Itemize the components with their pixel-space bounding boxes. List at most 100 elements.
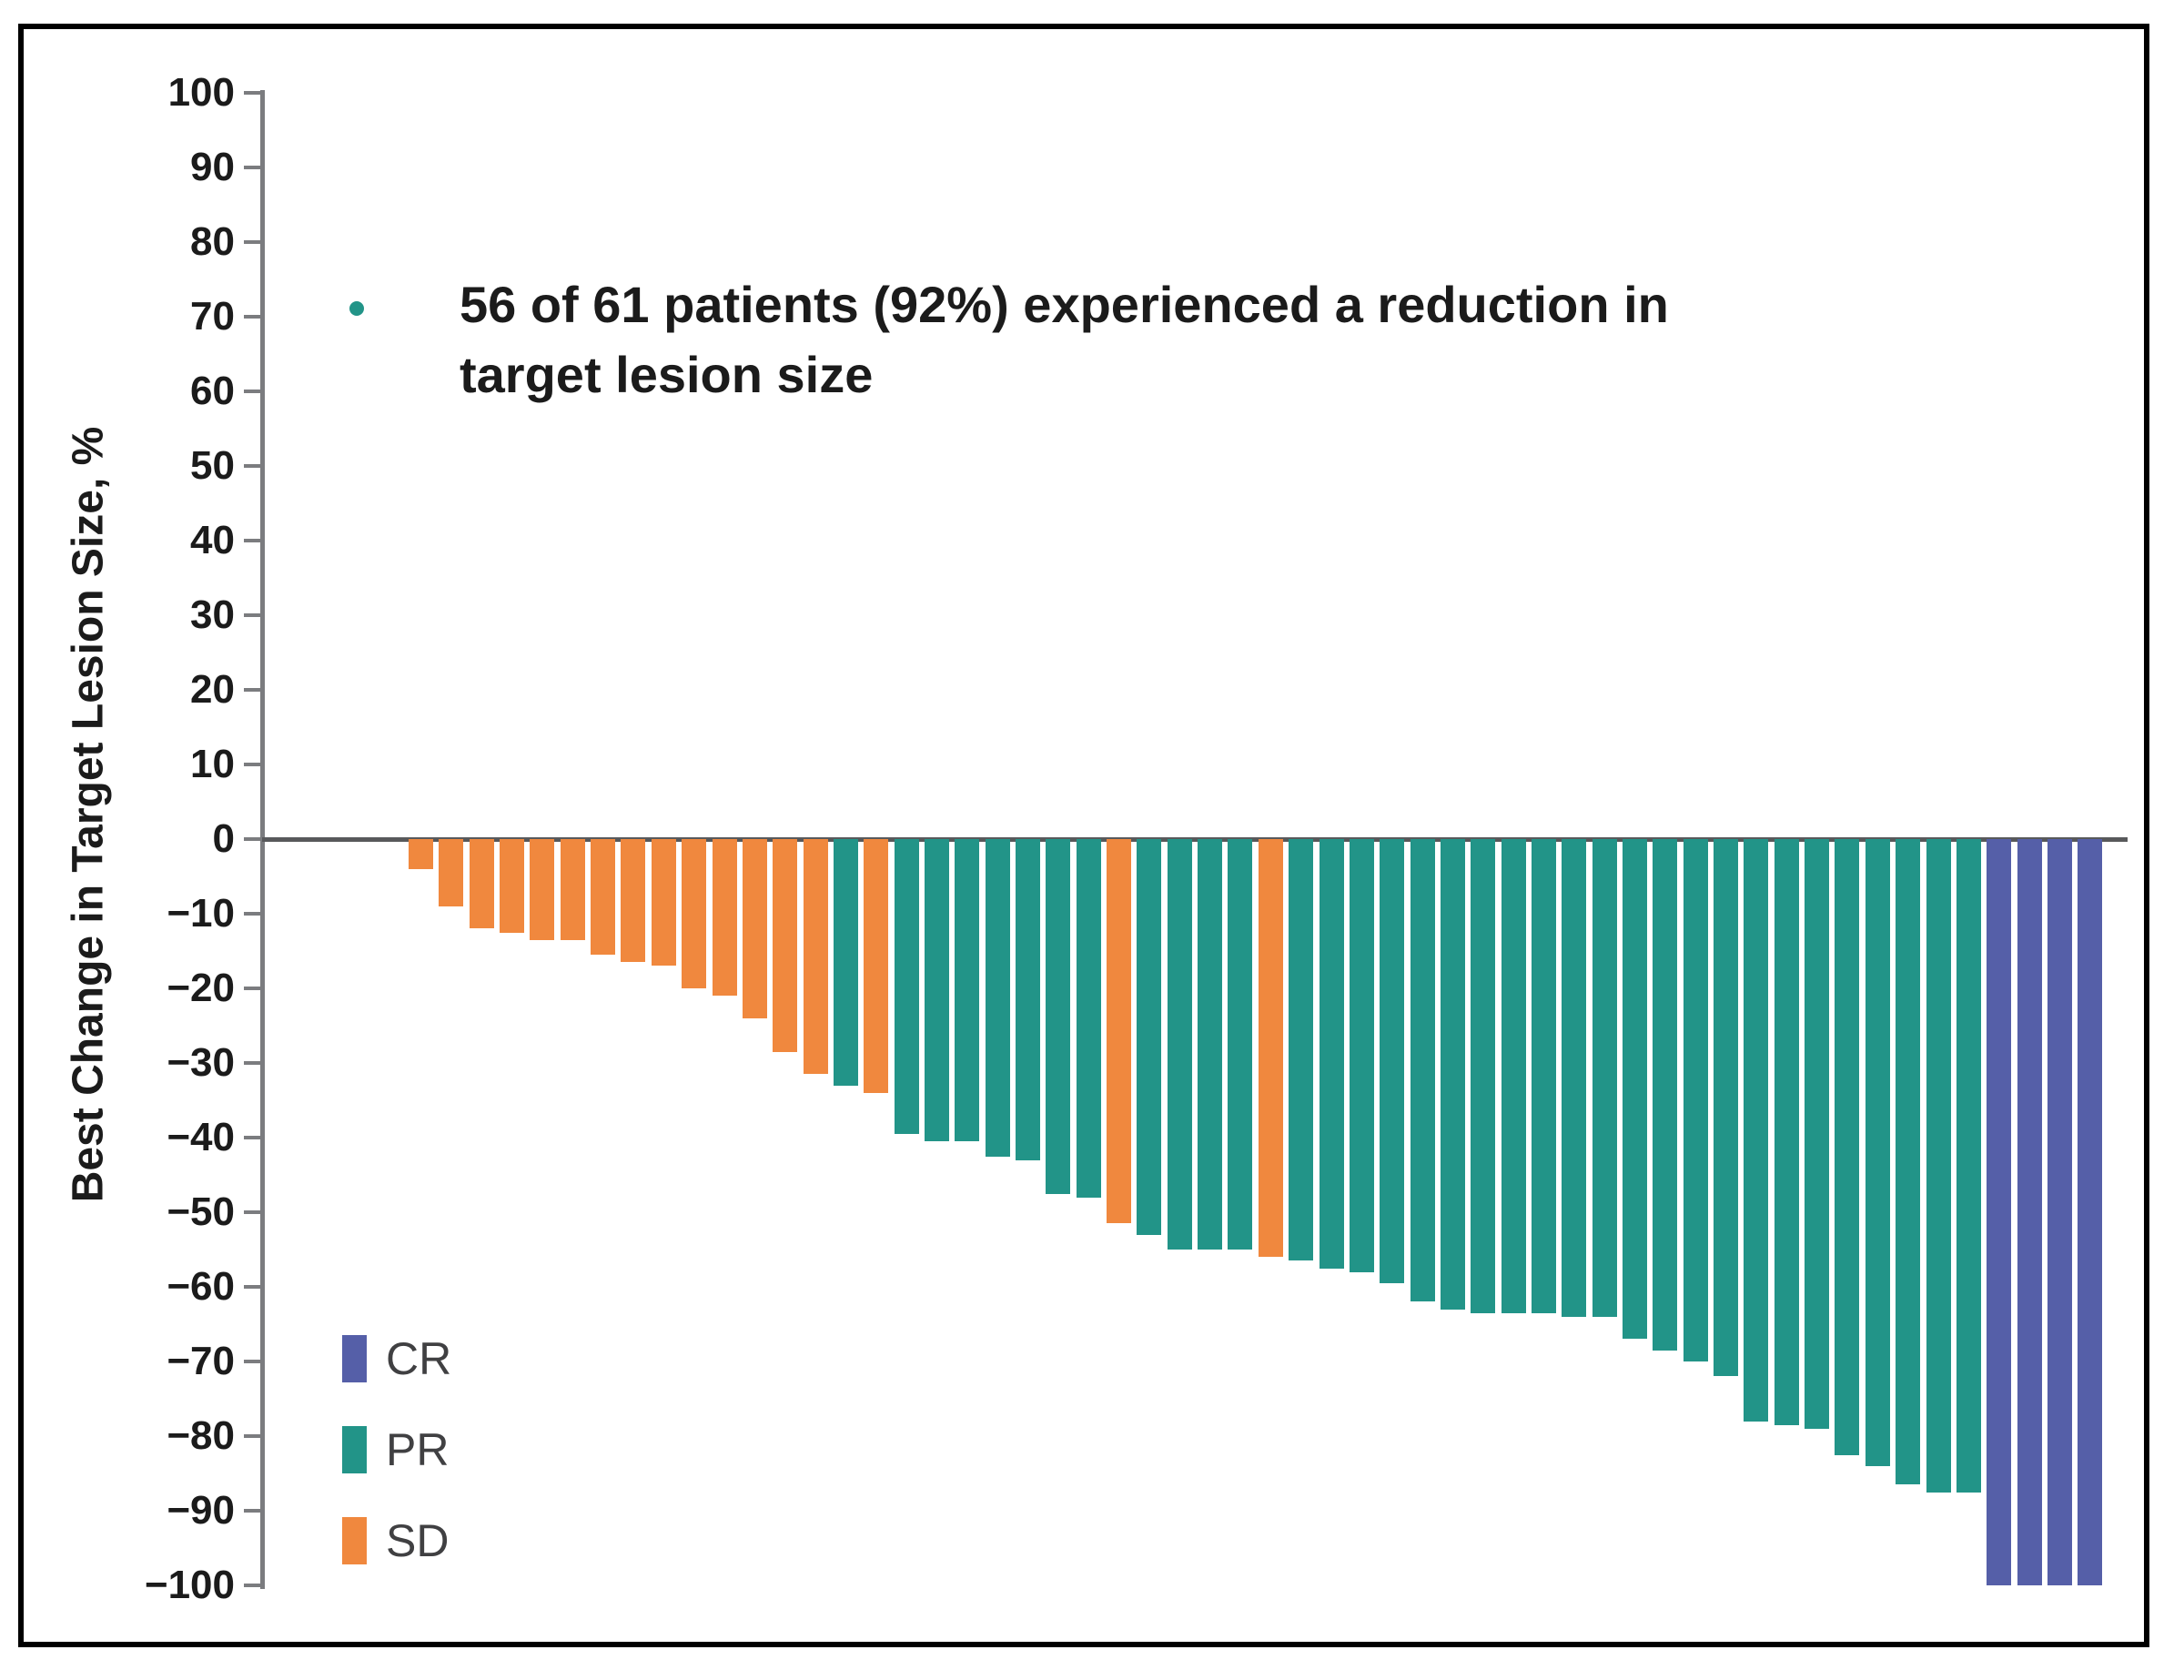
- y-tick-label: 80: [190, 219, 235, 264]
- zero-baseline: [262, 837, 2128, 842]
- y-tick-mark: [244, 1434, 262, 1438]
- patient-bar-sd: [560, 839, 585, 940]
- patient-bar-pr: [1016, 839, 1040, 1160]
- y-tick-mark: [244, 987, 262, 990]
- y-tick-mark: [244, 390, 262, 393]
- y-tick-label: 0: [212, 816, 235, 861]
- patient-bar-pr: [1896, 839, 1921, 1485]
- y-tick-mark: [244, 912, 262, 916]
- patient-bar-pr: [1835, 839, 1860, 1455]
- patient-bar-pr: [924, 839, 949, 1142]
- patient-bar-sd: [469, 839, 494, 929]
- patient-bar-sd: [591, 839, 616, 956]
- patient-bar-pr: [1865, 839, 1890, 1466]
- patient-bar-sd: [1107, 839, 1132, 1224]
- legend-swatch-cr: [342, 1335, 367, 1382]
- patient-bar-pr: [1167, 839, 1192, 1250]
- legend-label: CR: [386, 1333, 452, 1384]
- legend-item-cr: CR: [342, 1335, 524, 1382]
- patient-bar-pr: [1623, 839, 1647, 1340]
- patient-bar-pr: [1774, 839, 1799, 1425]
- patient-bar-pr: [1137, 839, 1162, 1235]
- y-tick-label: −80: [167, 1413, 235, 1458]
- y-tick-label: −100: [144, 1563, 235, 1607]
- legend-item-sd: SD: [342, 1517, 524, 1564]
- y-tick-mark: [244, 315, 262, 319]
- y-tick-mark: [244, 1584, 262, 1587]
- patient-bar-sd: [530, 839, 555, 940]
- patient-bar-pr: [1714, 839, 1739, 1377]
- legend-item-pr: PR: [342, 1426, 524, 1473]
- patient-bar-cr: [2047, 839, 2072, 1585]
- y-tick-mark: [244, 240, 262, 244]
- y-tick-label: −60: [167, 1264, 235, 1309]
- patient-bar-pr: [955, 839, 980, 1142]
- y-tick-mark: [244, 837, 262, 841]
- annotation: 56 of 61 patients (92%) experienced a re…: [460, 269, 1961, 410]
- y-tick-label: 30: [190, 592, 235, 637]
- legend-swatch-pr: [342, 1426, 367, 1473]
- patient-bar-pr: [1440, 839, 1465, 1310]
- y-tick-label: 70: [190, 294, 235, 339]
- patient-bar-pr: [1562, 839, 1587, 1317]
- patient-bar-pr: [1046, 839, 1071, 1194]
- y-tick-mark: [244, 166, 262, 169]
- patient-bar-pr: [1744, 839, 1769, 1422]
- patient-bar-pr: [1471, 839, 1496, 1313]
- y-tick-mark: [244, 1360, 262, 1363]
- patient-bar-cr: [1987, 839, 2012, 1585]
- figure-border: [18, 24, 2149, 1647]
- patient-bar-cr: [2017, 839, 2042, 1585]
- y-tick-mark: [244, 464, 262, 468]
- y-tick-label: −10: [167, 891, 235, 936]
- patient-bar-pr: [1228, 839, 1253, 1250]
- patient-bar-sd: [773, 839, 798, 1052]
- patient-bar-pr: [833, 839, 858, 1086]
- y-tick-label: 100: [167, 70, 235, 115]
- patient-bar-pr: [1198, 839, 1223, 1250]
- patient-bar-pr: [1501, 839, 1526, 1313]
- y-tick-mark: [244, 613, 262, 617]
- patient-bar-pr: [1410, 839, 1435, 1302]
- patient-bar-pr: [1319, 839, 1344, 1269]
- legend-swatch-sd: [342, 1517, 367, 1564]
- y-tick-mark: [244, 1509, 262, 1513]
- patient-bar-cr: [2078, 839, 2103, 1585]
- y-tick-mark: [244, 1136, 262, 1139]
- patient-bar-pr: [1592, 839, 1617, 1317]
- patient-bar-pr: [1349, 839, 1374, 1272]
- legend-label: SD: [386, 1515, 450, 1566]
- y-tick-label: −50: [167, 1189, 235, 1234]
- y-tick-label: −90: [167, 1488, 235, 1533]
- patient-bar-pr: [1531, 839, 1556, 1313]
- annotation-line-2: target lesion size: [460, 346, 874, 403]
- y-tick-label: −30: [167, 1040, 235, 1085]
- patient-bar-sd: [651, 839, 676, 967]
- patient-bar-pr: [1956, 839, 1981, 1493]
- patient-bar-pr: [1380, 839, 1405, 1283]
- y-tick-mark: [244, 539, 262, 542]
- patient-bar-pr: [1926, 839, 1951, 1493]
- patient-bar-pr: [985, 839, 1010, 1157]
- legend-label: PR: [386, 1424, 450, 1475]
- y-tick-label: 20: [190, 667, 235, 712]
- patient-bar-sd: [1258, 839, 1283, 1258]
- y-tick-label: −70: [167, 1339, 235, 1383]
- y-tick-mark: [244, 1061, 262, 1065]
- annotation-bullet-icon: [349, 301, 364, 316]
- patient-bar-pr: [894, 839, 919, 1134]
- patient-bar-pr: [1289, 839, 1314, 1261]
- patient-bar-pr: [1076, 839, 1101, 1198]
- y-tick-label: 50: [190, 443, 235, 488]
- patient-bar-sd: [621, 839, 646, 963]
- patient-bar-sd: [742, 839, 767, 1018]
- patient-bar-sd: [409, 839, 433, 869]
- annotation-line-1: 56 of 61 patients (92%) experienced a re…: [460, 276, 1669, 333]
- y-tick-label: 40: [190, 518, 235, 562]
- y-tick-mark: [244, 1210, 262, 1214]
- patient-bar-sd: [712, 839, 737, 997]
- patient-bar-pr: [1683, 839, 1708, 1361]
- y-tick-mark: [244, 1285, 262, 1289]
- y-tick-label: 90: [190, 145, 235, 189]
- patient-bar-pr: [1805, 839, 1830, 1429]
